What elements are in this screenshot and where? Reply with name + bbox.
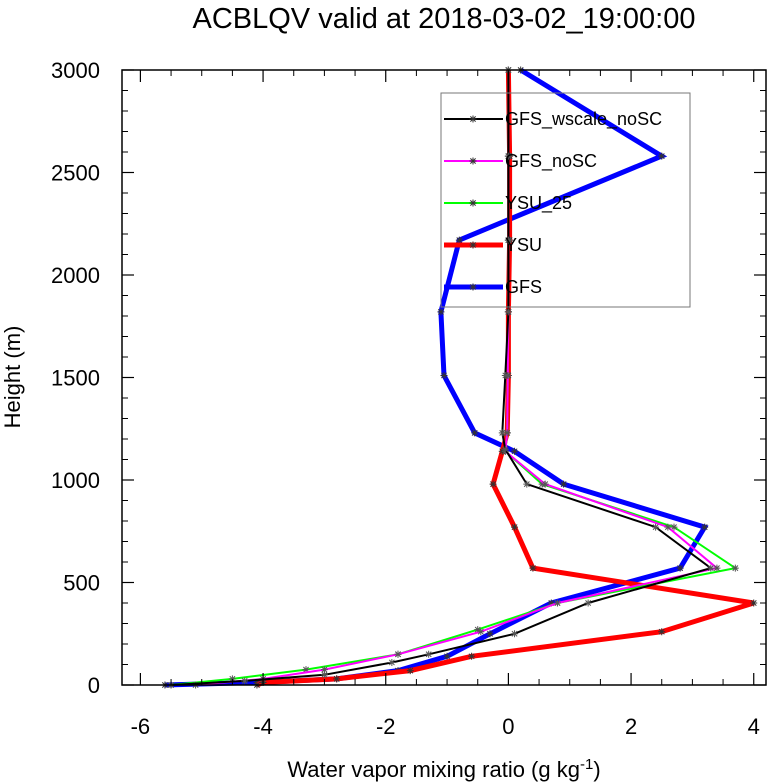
point-marker-ysu	[511, 523, 519, 531]
point-marker-ysu	[406, 667, 414, 675]
point-marker-ysu	[468, 652, 476, 660]
point-marker-gfs-wscale-nosc	[584, 599, 592, 607]
point-marker-gfs-nosc	[664, 523, 672, 531]
point-marker-gfs-wscale-nosc	[707, 564, 715, 572]
point-marker-gfs-wscale-nosc	[523, 480, 531, 488]
legend-item-ysu-25: YSU_25	[444, 193, 572, 214]
legend-label: YSU	[505, 235, 542, 255]
y-tick-label: 2500	[51, 161, 100, 186]
x-axis-label-suffix: )	[593, 757, 600, 782]
point-marker-gfs	[486, 630, 494, 638]
y-axis-label: Height (m)	[0, 326, 25, 429]
point-marker-gfs	[560, 480, 568, 488]
x-tick-label: 4	[748, 714, 760, 739]
point-marker-gfs-nosc	[394, 650, 402, 658]
legend-item-gfs: GFS	[444, 277, 542, 297]
x-axis-label-superscript: -1	[580, 756, 593, 773]
y-tick-label: 1000	[51, 468, 100, 493]
point-marker-gfs-nosc	[320, 666, 328, 674]
legend-box	[440, 92, 691, 308]
legend-item-gfs-nosc: GFS_noSC	[444, 151, 597, 172]
point-marker-ysu-25	[670, 523, 678, 531]
x-tick-label: -6	[131, 714, 151, 739]
point-marker-gfs-nosc	[553, 599, 561, 607]
point-marker-ysu	[658, 628, 666, 636]
point-marker-gfs-wscale-nosc	[388, 658, 396, 666]
point-marker-ysu	[529, 564, 537, 572]
x-axis-label: Water vapor mixing ratio (g kg-1)	[287, 756, 600, 783]
legend-label: GFS_wscale_noSC	[505, 109, 662, 130]
point-marker-gfs-nosc	[541, 480, 549, 488]
legend-label: GFS_noSC	[505, 151, 597, 172]
x-tick-label: -2	[376, 714, 396, 739]
y-tick-label: 500	[63, 571, 100, 596]
y-tick-label: 1500	[51, 366, 100, 391]
point-marker-gfs-wscale-nosc	[504, 152, 512, 160]
point-marker-gfs-wscale-nosc	[504, 236, 512, 244]
axes-layer: -6 -4 -2 0 2 4 0 500 1000 1500 2000 2500 3000	[51, 58, 767, 739]
series-gfs-nosc	[192, 66, 721, 689]
legend-marker	[469, 115, 477, 123]
point-marker-gfs	[471, 429, 479, 437]
legend-marker	[469, 241, 477, 249]
legend-label: YSU_25	[505, 193, 572, 214]
y-tick-label: 3000	[51, 58, 100, 83]
point-marker-ysu-25	[731, 564, 739, 572]
point-marker-gfs-nosc	[503, 429, 511, 437]
legend: GFS_wscale_noSC GFS_noSC YSU_25 YSU GFS	[440, 92, 691, 308]
legend-item-gfs-wscale-nosc: GFS_wscale_noSC	[444, 109, 662, 130]
legend-item-ysu: YSU	[444, 235, 542, 255]
point-marker-gfs	[701, 523, 709, 531]
legend-marker	[469, 199, 477, 207]
point-marker-ysu	[489, 480, 497, 488]
point-marker-gfs-wscale-nosc	[320, 671, 328, 679]
series-layer	[161, 66, 758, 689]
point-marker-gfs-wscale-nosc	[511, 630, 519, 638]
y-tick-label: 2000	[51, 263, 100, 288]
point-marker-gfs-wscale-nosc	[501, 371, 509, 379]
point-marker-gfs-wscale-nosc	[241, 677, 249, 685]
point-marker-gfs-wscale-nosc	[652, 523, 660, 531]
chart-title: ACBLQV valid at 2018-03-02_19:00:00	[192, 3, 695, 35]
point-marker-gfs	[437, 308, 445, 316]
x-tick-label: 0	[502, 714, 514, 739]
point-marker-gfs	[443, 652, 451, 660]
point-marker-gfs	[547, 599, 555, 607]
legend-marker	[469, 283, 477, 291]
point-marker-gfs	[455, 236, 463, 244]
series-gfs-wscale-nosc	[167, 66, 715, 689]
point-marker-ysu	[333, 675, 341, 683]
point-marker-gfs-nosc	[713, 564, 721, 572]
x-axis-label-text: Water vapor mixing ratio (g kg	[287, 757, 580, 782]
point-marker-gfs-wscale-nosc	[425, 650, 433, 658]
x-tick-label: 2	[625, 714, 637, 739]
point-marker-gfs	[440, 371, 448, 379]
point-marker-gfs-wscale-nosc	[504, 308, 512, 316]
series-gfs	[161, 66, 709, 689]
legend-marker	[469, 157, 477, 165]
point-marker-gfs	[511, 447, 519, 455]
point-marker-gfs	[658, 152, 666, 160]
point-marker-gfs-wscale-nosc	[498, 429, 506, 437]
point-marker-gfs-wscale-nosc	[501, 445, 509, 453]
point-marker-ysu-25	[302, 666, 310, 674]
point-marker-ysu	[750, 599, 758, 607]
y-tick-label: 0	[88, 673, 100, 698]
point-marker-gfs-nosc	[477, 628, 485, 636]
point-marker-ysu-25	[228, 675, 236, 683]
series-line-gfs-nosc	[195, 70, 720, 686]
x-tick-label: -4	[253, 714, 273, 739]
legend-label: GFS	[505, 277, 542, 297]
point-marker-ysu-25	[474, 626, 482, 634]
point-marker-gfs	[676, 564, 684, 572]
